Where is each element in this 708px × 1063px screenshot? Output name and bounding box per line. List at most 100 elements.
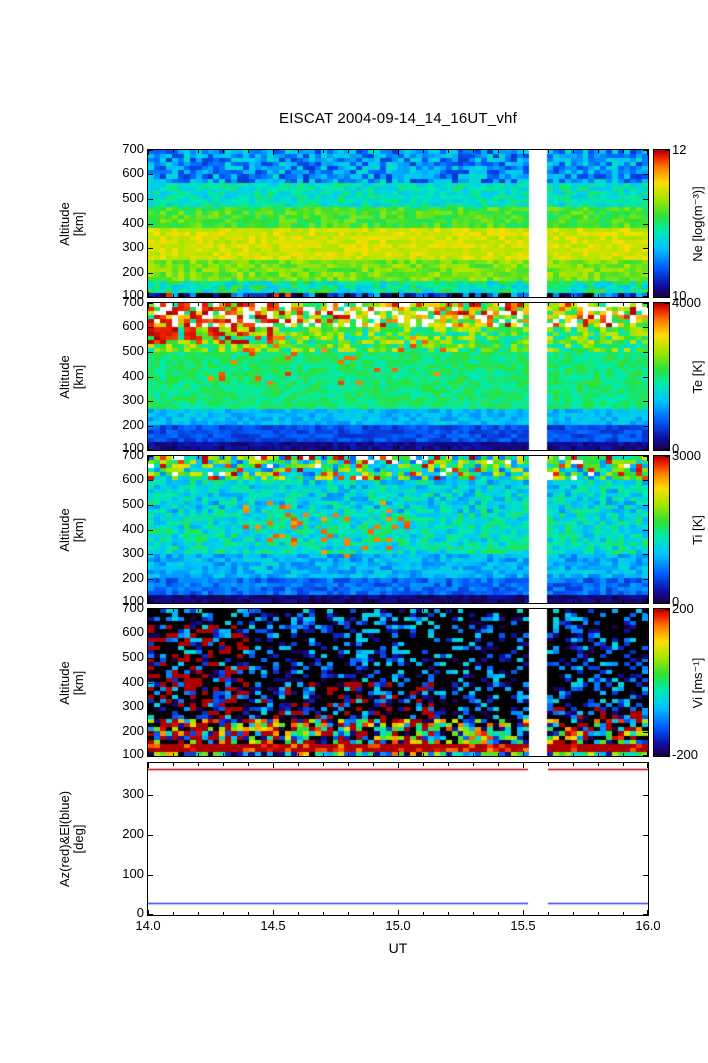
x-minor-tick [623, 150, 624, 153]
colorbar-tick-label: 0 [672, 441, 680, 456]
x-minor-tick [198, 912, 199, 915]
x-major-tick [647, 751, 648, 756]
y-tick [148, 875, 153, 876]
x-major-tick [273, 292, 274, 297]
x-minor-tick [198, 447, 199, 450]
x-minor-tick [448, 753, 449, 756]
x-major-tick [647, 598, 648, 603]
x-minor-tick [373, 456, 374, 459]
x-minor-tick [198, 303, 199, 306]
x-minor-tick [248, 763, 249, 766]
x-minor-tick [373, 753, 374, 756]
x-major-tick [523, 751, 524, 756]
y-tick [643, 426, 648, 427]
y-tick [643, 199, 648, 200]
x-minor-tick [298, 763, 299, 766]
y-tick-label: 400 [122, 215, 144, 230]
x-major-tick [148, 456, 149, 461]
x-minor-tick [548, 753, 549, 756]
y-tick [643, 303, 648, 304]
x-minor-tick [598, 447, 599, 450]
y-tick-label: 700 [122, 447, 144, 462]
x-major-tick [398, 150, 399, 155]
y-tick [148, 296, 153, 297]
x-minor-tick [448, 763, 449, 766]
x-minor-tick [248, 753, 249, 756]
y-tick [148, 755, 153, 756]
x-minor-tick [423, 600, 424, 603]
x-minor-tick [373, 609, 374, 612]
x-minor-tick [573, 600, 574, 603]
y-axis-label-line: Altitude [57, 660, 72, 705]
x-minor-tick [298, 456, 299, 459]
x-minor-tick [573, 456, 574, 459]
x-minor-tick [223, 456, 224, 459]
y-tick-label: 100 [122, 287, 144, 302]
x-minor-tick [173, 600, 174, 603]
y-tick [643, 352, 648, 353]
x-major-tick [398, 763, 399, 768]
x-major-tick [523, 763, 524, 768]
y-tick [643, 377, 648, 378]
x-minor-tick [223, 303, 224, 306]
x-minor-tick [323, 600, 324, 603]
x-minor-tick [498, 753, 499, 756]
x-minor-tick [498, 150, 499, 153]
x-minor-tick [348, 763, 349, 766]
colorbar-tick-label: 12 [672, 142, 687, 157]
x-minor-tick [448, 150, 449, 153]
x-minor-tick [623, 447, 624, 450]
y-tick-label: 300 [122, 698, 144, 713]
x-minor-tick [323, 763, 324, 766]
colorbar-Te [653, 302, 670, 451]
x-major-tick [523, 303, 524, 308]
colorbar-tick [665, 755, 669, 756]
x-major-tick [398, 303, 399, 308]
y-tick-label: 100 [122, 866, 144, 881]
x-major-tick [398, 292, 399, 297]
x-minor-tick [248, 609, 249, 612]
colorbar-tick-label: -200 [672, 747, 699, 762]
x-major-tick [523, 445, 524, 450]
y-tick [643, 530, 648, 531]
y-tick-label: 200 [122, 570, 144, 585]
x-minor-tick [173, 609, 174, 612]
x-major-tick [148, 763, 149, 768]
x-minor-tick [198, 609, 199, 612]
x-major-tick [523, 456, 524, 461]
y-axis-label-Vi: Altitude [km] [57, 660, 86, 705]
x-minor-tick [623, 763, 624, 766]
x-major-tick [523, 150, 524, 155]
y-tick-label: 0 [136, 905, 144, 920]
x-major-tick [398, 445, 399, 450]
x-minor-tick [348, 912, 349, 915]
y-tick [643, 875, 648, 876]
x-major-tick [273, 150, 274, 155]
x-tick-label: 15.5 [510, 918, 536, 933]
x-minor-tick [598, 294, 599, 297]
x-minor-tick [298, 753, 299, 756]
x-minor-tick [573, 763, 574, 766]
colorbar-unit-label-Te: Te [K] [690, 359, 705, 394]
x-major-tick [273, 445, 274, 450]
y-tick [148, 633, 153, 634]
x-minor-tick [473, 609, 474, 612]
y-tick-label: 500 [122, 649, 144, 664]
x-minor-tick [623, 753, 624, 756]
x-minor-tick [598, 600, 599, 603]
x-major-tick [647, 292, 648, 297]
y-tick [148, 505, 153, 506]
y-tick [148, 602, 153, 603]
x-minor-tick [548, 609, 549, 612]
y-tick [148, 199, 153, 200]
x-major-tick [523, 598, 524, 603]
x-major-tick [148, 303, 149, 308]
x-minor-tick [623, 294, 624, 297]
y-tick-label: 700 [122, 600, 144, 615]
panel-Te [147, 302, 649, 451]
y-axis-label-line: Altitude [57, 201, 72, 246]
y-tick [643, 150, 648, 151]
x-minor-tick [423, 303, 424, 306]
x-major-tick [148, 609, 149, 614]
y-tick [148, 327, 153, 328]
